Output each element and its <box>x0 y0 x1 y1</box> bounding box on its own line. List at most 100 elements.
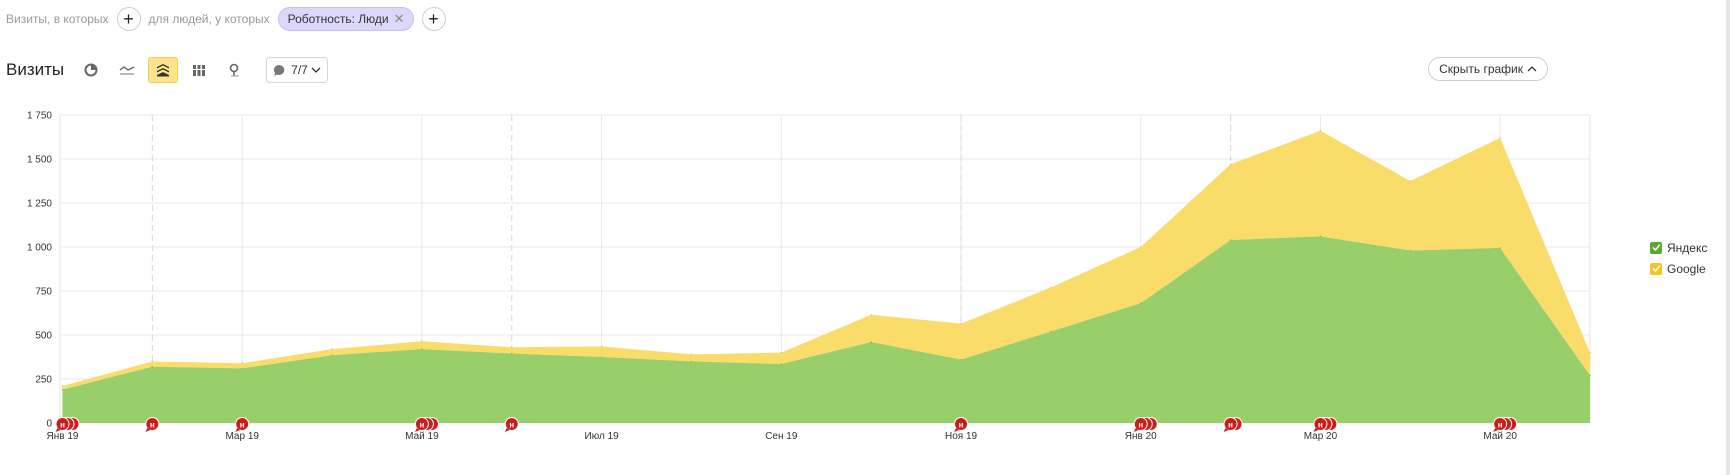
y-tick-label: 500 <box>35 331 52 342</box>
annotation-marker-label: н <box>1318 421 1323 430</box>
stacked-area-icon <box>157 64 170 77</box>
data-point-yandex <box>241 367 244 370</box>
y-tick-label: 750 <box>35 287 52 298</box>
annotation-marker-dot[interactable] <box>1313 417 1328 431</box>
annotation-marker-dot[interactable] <box>1493 417 1508 431</box>
data-point-google <box>151 360 154 363</box>
data-point-google <box>331 348 333 350</box>
data-point-yandex <box>151 365 154 368</box>
data-point-google <box>1050 286 1052 289</box>
data-point-yandex <box>1409 249 1412 252</box>
x-tick-label: Май 20 <box>1483 431 1517 442</box>
y-tick-label: 1 250 <box>27 199 52 210</box>
series-area-yandex <box>62 236 1590 423</box>
x-tick-label: Ноя 19 <box>945 431 978 442</box>
data-point-yandex <box>1319 235 1322 238</box>
robot-filter-chip[interactable]: Роботность: Люди ✕ <box>277 7 414 31</box>
data-point-yandex <box>960 358 962 361</box>
annotation-marker-label: н <box>150 421 155 430</box>
data-point-yandex <box>331 354 333 357</box>
y-tick-label: 1 750 <box>27 111 52 122</box>
data-point-google <box>960 322 962 325</box>
chart-legend: Яндекс Google <box>1650 237 1707 279</box>
annotation-marker-label: н <box>240 421 245 430</box>
data-point-google <box>1139 246 1142 248</box>
annotation-marker-dot[interactable] <box>1133 417 1148 431</box>
data-point-yandex <box>1139 302 1142 305</box>
annotation-marker-dot[interactable] <box>145 417 160 431</box>
legend-item-google[interactable]: Google <box>1650 258 1707 279</box>
x-tick-label: Янв 19 <box>47 431 79 442</box>
map-pin-icon <box>229 63 240 77</box>
annotation-marker-dot[interactable] <box>414 417 429 431</box>
map-chart-button[interactable] <box>220 57 250 83</box>
annotation-marker-tail <box>1223 428 1229 432</box>
annotation-marker-tail <box>1313 428 1319 432</box>
annotations-dropdown[interactable]: 7/7 <box>266 57 328 83</box>
legend-item-yandex[interactable]: Яндекс <box>1650 237 1707 258</box>
annotation-marker-dot[interactable] <box>55 417 70 431</box>
legend-label-yandex: Яндекс <box>1667 240 1708 255</box>
x-tick-label: Мар 19 <box>225 431 259 442</box>
data-point-yandex <box>690 360 693 363</box>
data-point-yandex <box>1499 247 1501 249</box>
annotation-marker-label: н <box>419 421 424 430</box>
data-point-yandex <box>870 341 872 343</box>
annotation-marker: н <box>55 417 70 432</box>
x-tick-label: Мар 20 <box>1304 431 1338 442</box>
segment-filter-row: Визиты, в которых + для людей, у которых… <box>6 6 454 32</box>
data-point-google <box>600 345 603 348</box>
annotation-marker-label: н <box>1228 421 1233 430</box>
y-tick-label: 0 <box>46 419 52 430</box>
legend-checkbox-google[interactable] <box>1650 262 1662 275</box>
annotation-marker: н <box>414 417 429 432</box>
data-point-google <box>1409 180 1412 182</box>
close-icon[interactable]: ✕ <box>393 11 405 26</box>
data-point-yandex <box>600 356 603 358</box>
data-point-yandex <box>1050 330 1052 333</box>
annotation-marker-dot[interactable] <box>1223 417 1238 431</box>
y-tick-label: 1 500 <box>27 155 52 166</box>
add-visit-condition-button[interactable]: + <box>116 7 141 31</box>
annotation-marker-tail <box>145 428 151 432</box>
chevron-up-icon <box>1527 66 1537 72</box>
chevron-down-icon <box>311 67 321 73</box>
annotation-marker: н <box>145 417 160 432</box>
annotation-marker-tail <box>1493 428 1499 432</box>
pie-chart-icon <box>84 63 98 77</box>
pie-chart-button[interactable] <box>76 57 106 83</box>
legend-checkbox-yandex[interactable] <box>1650 241 1662 254</box>
annotation-marker-tail <box>954 428 960 432</box>
robot-filter-chip-label: Роботность: Люди <box>287 12 389 26</box>
annotation-marker: н <box>1223 417 1238 432</box>
annotation-marker-dot[interactable] <box>235 417 250 431</box>
line-chart-button[interactable] <box>112 57 142 83</box>
annotation-marker-dot[interactable] <box>504 417 519 431</box>
data-point-google <box>690 353 693 356</box>
data-point-google <box>241 362 244 364</box>
data-point-yandex <box>61 388 64 391</box>
scrollbar-track[interactable] <box>1726 0 1730 475</box>
chart-title: Визиты <box>6 60 65 79</box>
annotation-marker-label: н <box>1498 421 1503 430</box>
data-point-google <box>1229 163 1232 166</box>
data-point-yandex <box>510 352 513 355</box>
series-area-google <box>62 130 1590 390</box>
add-people-condition-button[interactable]: + <box>421 7 446 31</box>
data-point-google <box>1319 130 1322 132</box>
annotation-marker: н <box>1133 417 1148 432</box>
stacked-area-chart-button[interactable] <box>148 57 179 83</box>
data-point-yandex <box>1589 374 1591 377</box>
data-point-google <box>61 385 64 387</box>
legend-label-google: Google <box>1667 261 1706 276</box>
annotation-marker: н <box>235 417 250 432</box>
hide-chart-button[interactable]: Скрыть график <box>1428 57 1548 81</box>
bar-chart-button[interactable] <box>184 57 214 83</box>
data-point-google <box>421 340 423 342</box>
annotation-marker-label: н <box>1138 421 1143 430</box>
annotation-marker-label: н <box>959 421 964 430</box>
annotation-marker-dot[interactable] <box>954 417 969 431</box>
annotation-marker-label: н <box>60 421 65 430</box>
data-point-yandex <box>780 363 783 365</box>
